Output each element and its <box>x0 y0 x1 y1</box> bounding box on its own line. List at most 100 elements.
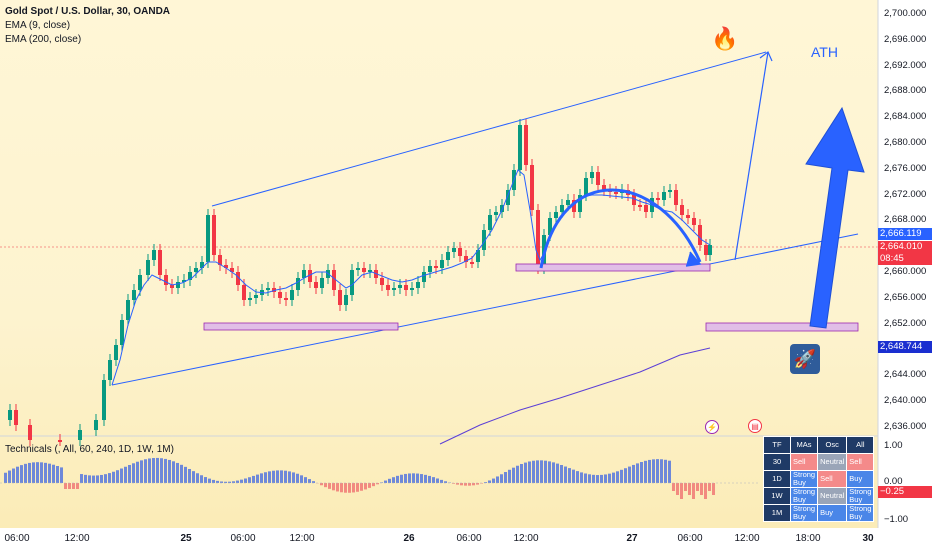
histogram-bar <box>116 470 119 483</box>
candle-body <box>212 215 216 255</box>
histogram-bar <box>604 474 607 483</box>
histogram-bar <box>92 475 95 483</box>
histogram-bar <box>404 473 407 483</box>
candle-body <box>8 410 12 420</box>
candle-body <box>230 268 234 272</box>
histogram-bar <box>32 462 35 483</box>
ema9-legend[interactable]: EMA (9, close) <box>5 20 71 31</box>
channel-lower-line <box>111 233 859 386</box>
ema9-price-tag: 2,666.119 <box>878 228 932 240</box>
candle-body <box>644 205 648 212</box>
histogram-bar <box>76 483 79 489</box>
candle-body <box>704 245 708 255</box>
candle-body <box>368 270 372 272</box>
histogram-bar <box>544 460 547 483</box>
histogram-bar <box>360 483 363 491</box>
candle-body <box>536 210 540 268</box>
histogram-bar <box>348 483 351 493</box>
histogram-bar <box>428 475 431 483</box>
candle-body <box>338 290 342 305</box>
histogram-bar <box>512 467 515 483</box>
ema9-line <box>111 169 711 386</box>
candle-body <box>132 290 136 300</box>
ema200-line <box>439 347 711 445</box>
histogram-bar <box>460 483 463 486</box>
candle-body <box>458 248 462 256</box>
time-tick: 25 <box>180 533 192 544</box>
histogram-bar <box>416 473 419 483</box>
candle-body <box>476 250 480 262</box>
histogram-bar <box>268 471 271 483</box>
table-cell: Sell <box>789 453 819 471</box>
candle-body <box>464 256 468 262</box>
histogram-bar <box>556 463 559 483</box>
table-cell: Buy <box>846 470 875 488</box>
histogram-bar <box>532 460 535 483</box>
chart-legend: Gold Spot / U.S. Dollar, 30, OANDA EMA (… <box>5 5 170 47</box>
symbol-title[interactable]: Gold Spot / U.S. Dollar, 30, OANDA <box>5 6 171 17</box>
price-tick: 2,652.000 <box>884 317 927 329</box>
histogram-bar <box>408 473 411 483</box>
tech-value-tag: −0.25 <box>878 486 932 498</box>
histogram-bar <box>464 483 467 486</box>
histogram-bar <box>296 473 299 483</box>
histogram-bar <box>312 481 315 483</box>
us-flag-icon[interactable]: ▤ <box>748 419 762 433</box>
histogram-bar <box>140 460 143 483</box>
histogram-bar <box>96 475 99 483</box>
histogram-bar <box>264 472 267 483</box>
histogram-bar <box>64 483 67 489</box>
candle-body <box>194 268 198 272</box>
time-tick: 18:00 <box>795 533 821 544</box>
histogram-bar <box>336 483 339 492</box>
technicals-legend[interactable]: Technicals (, All, 60, 240, 1D, 1W, 1M) <box>5 444 174 455</box>
rounding-arc <box>539 188 702 269</box>
histogram-bar <box>308 479 311 483</box>
event-icon[interactable]: ⚡ <box>705 420 719 434</box>
table-cell: Strong Buy <box>789 504 819 522</box>
histogram-bar <box>508 469 511 483</box>
candle-body <box>236 272 240 285</box>
technicals-histogram <box>4 457 715 499</box>
candle-body <box>488 215 492 230</box>
histogram-bar <box>664 459 667 483</box>
histogram-bar <box>436 478 439 483</box>
histogram-bar <box>620 469 623 483</box>
candle-body <box>302 270 306 278</box>
histogram-bar <box>392 477 395 483</box>
table-cell: Strong Buy <box>789 487 819 505</box>
histogram-bar <box>216 480 219 483</box>
table-header-all: All <box>846 436 875 454</box>
support-zone-right <box>705 322 859 332</box>
candle-body <box>674 190 678 205</box>
histogram-bar <box>588 474 591 483</box>
histogram-bar <box>208 478 211 483</box>
histogram-bar <box>628 466 631 483</box>
candle-body <box>584 178 588 195</box>
candle-body <box>500 205 504 212</box>
histogram-bar <box>204 477 207 483</box>
candle-body <box>572 200 576 212</box>
histogram-bar <box>380 482 383 483</box>
histogram-bar <box>180 464 183 483</box>
histogram-bar <box>516 465 519 483</box>
histogram-bar <box>228 481 231 483</box>
candle-body <box>614 192 618 194</box>
candle-body <box>152 250 156 260</box>
ema200-legend[interactable]: EMA (200, close) <box>5 34 82 45</box>
histogram-bar <box>540 460 543 483</box>
price-tick: 2,644.000 <box>884 369 927 381</box>
histogram-bar <box>580 472 583 483</box>
histogram-bar <box>708 483 711 491</box>
histogram-bar <box>440 479 443 483</box>
histogram-bar <box>80 474 83 483</box>
candle-body <box>708 245 712 255</box>
histogram-bar <box>328 483 331 489</box>
table-cell: 1W <box>763 487 791 505</box>
candle-body <box>170 285 174 288</box>
histogram-bar <box>288 471 291 483</box>
table-cell: Sell <box>817 470 848 488</box>
histogram-bar <box>356 483 359 492</box>
candle-body <box>284 298 288 300</box>
